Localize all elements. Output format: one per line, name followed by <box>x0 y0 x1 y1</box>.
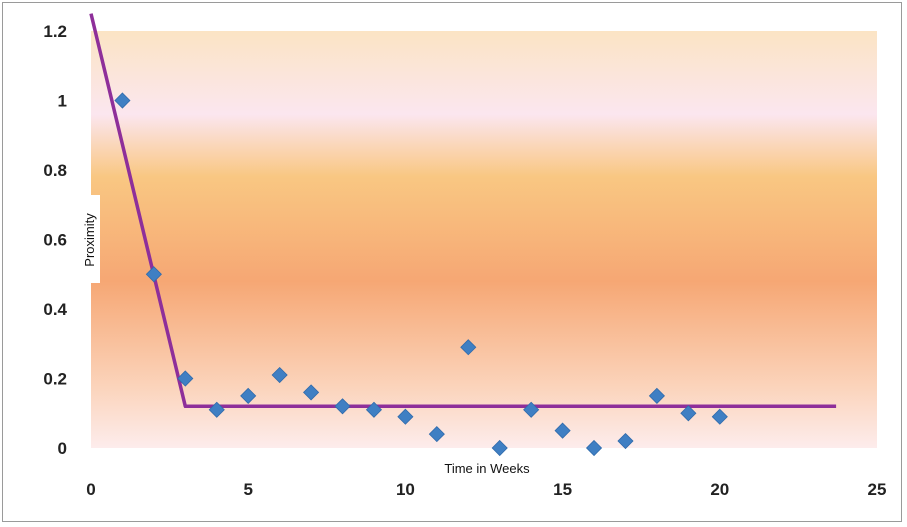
x-tick-label: 20 <box>710 480 729 499</box>
data-point <box>240 387 257 404</box>
y-axis-title: Proximity <box>82 213 97 267</box>
data-point <box>271 366 288 384</box>
y-tick-label: 0 <box>58 439 67 458</box>
data-point <box>114 92 131 109</box>
data-point <box>460 339 477 356</box>
x-tick-label: 15 <box>553 480 572 499</box>
x-axis-title: Time in Weeks <box>444 461 530 476</box>
data-point <box>145 266 162 283</box>
data-point <box>365 401 383 418</box>
y-tick-label: 1.2 <box>43 22 67 41</box>
data-point <box>523 401 540 418</box>
data-point <box>680 405 697 422</box>
x-tick-label: 0 <box>86 480 95 499</box>
plot-area <box>91 31 877 448</box>
y-axis-title-box <box>78 195 100 283</box>
data-point <box>711 408 728 425</box>
data-point <box>334 398 351 415</box>
data-point <box>554 422 571 439</box>
data-point <box>617 432 634 450</box>
data-point <box>397 408 414 425</box>
x-tick-label: 25 <box>868 480 887 499</box>
y-tick-label: 1 <box>58 92 67 111</box>
data-point <box>585 439 603 457</box>
data-point <box>208 401 225 418</box>
data-point <box>648 387 665 404</box>
y-tick-label: 0.6 <box>43 231 67 250</box>
data-point <box>177 370 194 387</box>
data-point <box>491 439 508 457</box>
trend-line <box>89 13 837 409</box>
x-tick-label: 5 <box>243 480 252 499</box>
data-point <box>303 384 320 401</box>
y-tick-label: 0.8 <box>43 161 67 180</box>
data-point <box>428 426 445 443</box>
x-tick-label: 10 <box>396 480 415 499</box>
y-tick-label: 0.2 <box>43 370 67 389</box>
y-tick-label: 0.4 <box>43 300 67 319</box>
